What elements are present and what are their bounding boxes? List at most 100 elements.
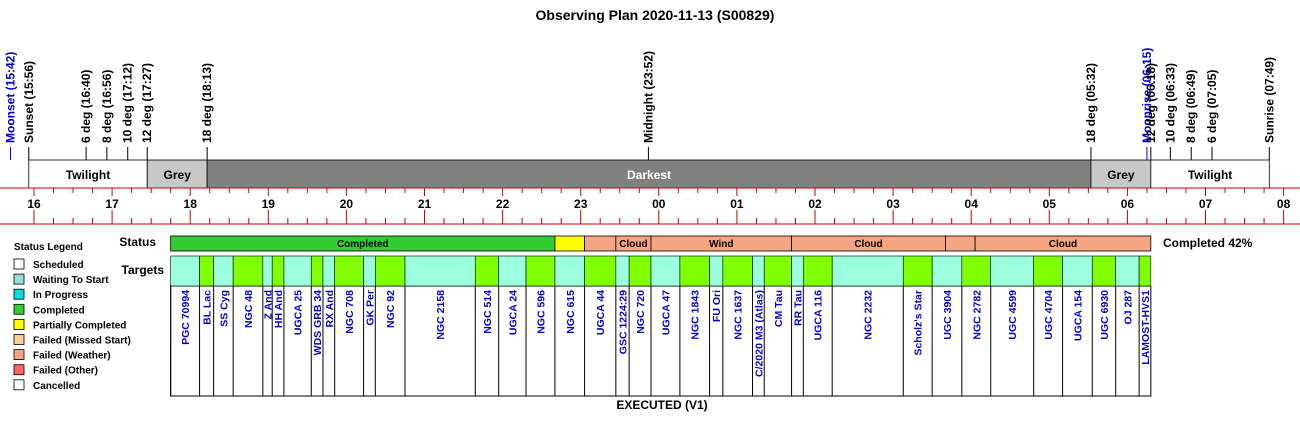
target-name: NGC 2158: [435, 290, 447, 340]
status-segment-partially-completed: [554, 235, 586, 252]
target-block: [363, 255, 376, 287]
event-label: 18 deg (05:32): [1084, 63, 1098, 143]
target-block: [615, 255, 630, 287]
target-block: [584, 255, 617, 287]
legend-label: Partially Completed: [33, 320, 126, 331]
event-label: 6 deg (07:05): [1205, 70, 1219, 143]
target-block: [498, 255, 527, 287]
target-name: Z And: [263, 290, 275, 319]
target-name: NGC 2782: [971, 290, 983, 340]
band-label: Grey: [1107, 168, 1135, 182]
target-name: UGCA 24: [507, 290, 519, 335]
band-label: Darkest: [627, 168, 671, 182]
target-block: [474, 255, 499, 287]
target-block: [1138, 255, 1152, 287]
target-name: LAMOST-HVS1: [1140, 290, 1152, 365]
status-segment-failed-weather: [584, 235, 617, 252]
event-label: Midnight (23:52): [641, 51, 655, 143]
event-label: 12 deg (06:18): [1144, 63, 1158, 143]
legend-swatch: [13, 258, 25, 270]
event-label: Moonset (15:42): [4, 52, 18, 143]
event-label: 12 deg (17:27): [140, 63, 154, 143]
target-name: PGC 70994: [180, 290, 192, 345]
target-name: UGC 3904: [942, 290, 954, 340]
status-segment-label: Wind: [709, 239, 733, 250]
target-block: [334, 255, 364, 287]
legend-swatch: [13, 318, 25, 330]
band-darkest: [206, 159, 1092, 189]
event-label: 10 deg (06:33): [1163, 63, 1177, 143]
target-name: NGC 514: [482, 290, 494, 334]
legend-swatch: [13, 379, 25, 391]
target-block: [931, 255, 963, 287]
legend-label: Failed (Other): [33, 366, 98, 377]
target-name: OJ 287: [1122, 290, 1134, 325]
legend-swatch: [13, 349, 25, 361]
target-block: [1062, 255, 1093, 287]
band-label: Twilight: [66, 168, 110, 182]
status-bar: Completed Cloud Wind Cloud Cloud: [170, 235, 1152, 252]
band-label: Grey: [164, 168, 192, 182]
legend-label: Failed (Weather): [33, 351, 111, 362]
target-name: NGC 720: [635, 290, 647, 334]
target-block: [679, 255, 710, 287]
axis-tick-label: 21: [418, 197, 432, 211]
event-label: 6 deg (16:40): [79, 70, 93, 143]
target-block: [525, 255, 556, 287]
legend-swatch: [13, 334, 25, 345]
legend-label: Waiting To Start: [33, 275, 109, 286]
target-name: FU Ori: [711, 290, 723, 322]
axis-tick-label: 16: [27, 197, 41, 211]
axis-tick-label: 20: [340, 197, 354, 211]
target-block: [902, 255, 933, 287]
target-name: Scholz's Star: [913, 290, 925, 356]
target-name: UGCA 47: [660, 290, 672, 335]
target-block: [722, 255, 753, 287]
axis-tick-label: 17: [105, 197, 119, 211]
status-segment-label: Completed: [337, 239, 389, 250]
target-block: [650, 255, 681, 287]
legend-label: Scheduled: [33, 260, 84, 271]
target-block: [271, 255, 285, 287]
target-name: NGC 1843: [690, 290, 702, 340]
legend-label: Failed (Missed Start): [33, 336, 131, 347]
target-name: NGC 615: [565, 290, 577, 334]
legend-swatch: [13, 273, 25, 285]
target-block: [763, 255, 792, 287]
target-name: NGC 2232: [863, 290, 875, 340]
target-name: UGC 4599: [1007, 290, 1019, 340]
target-name: UGC 6930: [1099, 290, 1111, 340]
completed-summary: Completed 42%: [1163, 236, 1253, 250]
status-segment-failed-weather: [974, 235, 1152, 252]
target-name: RR Tau: [792, 290, 804, 326]
event-label: 8 deg (06:49): [1184, 70, 1198, 143]
target-name: NGC 92: [385, 290, 397, 328]
legend-title: Status Legend: [14, 242, 83, 253]
axis-tick-label: 01: [730, 197, 744, 211]
status-segment-label: Cloud: [854, 239, 882, 250]
target-block: [322, 255, 335, 287]
axis-tick-label: 22: [496, 197, 510, 211]
target-name: UGCA 25: [293, 290, 305, 335]
event-label: Sunrise (07:49): [1262, 57, 1276, 143]
target-block: [1033, 255, 1063, 287]
target-name: UGCA 154: [1072, 290, 1084, 341]
target-name: C/2020 M3 (Atlas): [753, 290, 765, 377]
target-block: [990, 255, 1034, 287]
target-name: RX And: [324, 290, 336, 328]
legend-label: In Progress: [33, 290, 88, 301]
target-name: NGC 596: [535, 290, 547, 334]
target-name: WDS GRB 34: [312, 290, 324, 356]
target-block: [213, 255, 234, 287]
target-name: UGCA 116: [813, 290, 825, 341]
band-label: Twilight: [1188, 168, 1232, 182]
target-block: [1091, 255, 1116, 287]
target-block: [232, 255, 264, 287]
legend-swatch: [13, 288, 25, 300]
target-name: NGC 708: [344, 290, 356, 334]
target-block: [709, 255, 724, 287]
axis-tick-label: 19: [262, 197, 276, 211]
status-segment-failed-weather: [945, 235, 976, 252]
